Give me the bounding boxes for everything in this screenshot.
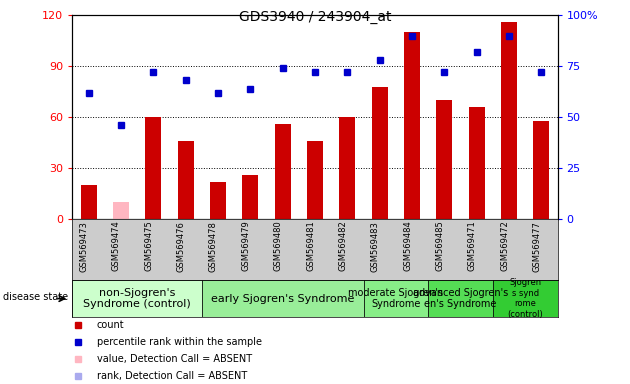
Text: GSM569474: GSM569474: [112, 221, 121, 271]
Text: advanced Sjogren's
en's Syndrome: advanced Sjogren's en's Syndrome: [413, 288, 508, 310]
Text: percentile rank within the sample: percentile rank within the sample: [96, 337, 261, 347]
Bar: [404, 32, 420, 219]
Text: GSM569479: GSM569479: [241, 221, 250, 271]
Bar: [428, 280, 493, 317]
Bar: [72, 280, 202, 317]
Text: GSM569484: GSM569484: [403, 221, 412, 271]
Text: GSM569476: GSM569476: [176, 221, 186, 271]
Text: GSM569473: GSM569473: [79, 221, 89, 271]
Bar: [178, 141, 194, 219]
Text: disease state: disease state: [3, 291, 68, 302]
Text: GDS3940 / 243904_at: GDS3940 / 243904_at: [239, 10, 391, 23]
Text: GSM569472: GSM569472: [500, 221, 509, 271]
Text: GSM569483: GSM569483: [370, 221, 380, 271]
Text: value, Detection Call = ABSENT: value, Detection Call = ABSENT: [96, 354, 251, 364]
Text: GSM569477: GSM569477: [532, 221, 541, 271]
Bar: [364, 280, 428, 317]
Text: early Sjogren's Syndrome: early Sjogren's Syndrome: [211, 293, 354, 304]
Text: GSM569475: GSM569475: [144, 221, 153, 271]
Bar: [533, 121, 549, 219]
Bar: [113, 202, 129, 219]
Text: moderate Sjogren's
Syndrome: moderate Sjogren's Syndrome: [348, 288, 444, 310]
Bar: [493, 280, 558, 317]
Text: GSM569478: GSM569478: [209, 221, 218, 271]
Bar: [339, 117, 355, 219]
Text: non-Sjogren's
Syndrome (control): non-Sjogren's Syndrome (control): [83, 288, 191, 310]
Bar: [307, 141, 323, 219]
Text: GSM569481: GSM569481: [306, 221, 315, 271]
Bar: [202, 280, 364, 317]
Text: GSM569471: GSM569471: [467, 221, 477, 271]
Bar: [275, 124, 291, 219]
Bar: [81, 185, 97, 219]
Text: count: count: [96, 320, 124, 330]
Bar: [469, 107, 485, 219]
Text: GSM569480: GSM569480: [273, 221, 283, 271]
Bar: [210, 182, 226, 219]
Text: GSM569485: GSM569485: [435, 221, 444, 271]
Bar: [501, 22, 517, 219]
Bar: [436, 100, 452, 219]
Text: rank, Detection Call = ABSENT: rank, Detection Call = ABSENT: [96, 371, 247, 381]
Text: Sjogren
s synd
rome
(control): Sjogren s synd rome (control): [507, 278, 543, 319]
Bar: [242, 175, 258, 219]
Text: GSM569482: GSM569482: [338, 221, 347, 271]
Bar: [372, 87, 387, 219]
Bar: [145, 117, 161, 219]
